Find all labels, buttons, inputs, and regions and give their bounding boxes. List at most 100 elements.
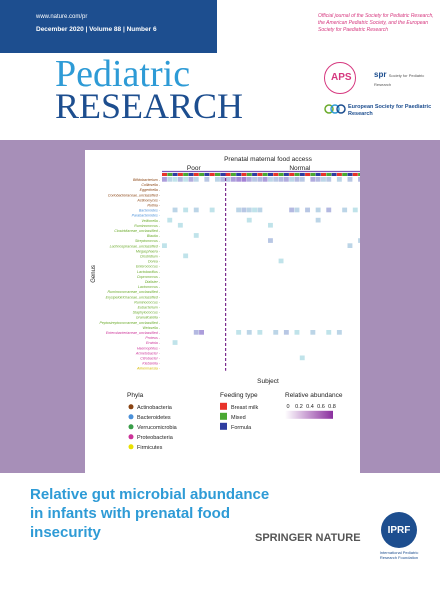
feeding-bar xyxy=(262,173,268,176)
cover-figure: Prenatal maternal food access Poor Normal B… xyxy=(85,150,374,473)
heatmap-cell xyxy=(241,177,247,182)
issue-info: December 2020 | Volume 88 | Number 6 xyxy=(36,26,157,33)
heatmap-cell xyxy=(326,177,332,182)
heatmap-cell xyxy=(172,207,178,213)
genus-label: Bifidobacterium - xyxy=(133,178,161,182)
feeding-bar xyxy=(321,173,326,176)
feeding-bar xyxy=(305,173,311,176)
x-axis-label: Subject xyxy=(257,378,279,385)
genus-label: Erysipelotrichaceae_unclassified - xyxy=(106,295,161,299)
feeding-bar xyxy=(183,173,189,176)
heatmap-cell xyxy=(162,243,167,248)
group-label: Poor xyxy=(187,165,202,172)
heatmap-cell xyxy=(315,207,321,213)
feeding-bar xyxy=(352,173,358,176)
heatmap-cell xyxy=(289,177,295,182)
heatmap-cell xyxy=(347,177,353,182)
heatmap-cell xyxy=(299,177,305,182)
heatmap-cell xyxy=(230,177,236,182)
genus-label: Ruminococcaceae_unclassified - xyxy=(107,290,160,294)
legend-feeding-label: Formula xyxy=(231,425,252,431)
legend-abundance-title: Relative abundance xyxy=(285,392,343,399)
legend-abundance-tick: 0.6 xyxy=(317,404,325,410)
heatmap-cell xyxy=(310,330,316,335)
heatmap-cell xyxy=(183,253,189,259)
feeding-bar xyxy=(167,173,173,176)
legend-phyla-dot xyxy=(128,424,134,430)
heatmap-cell xyxy=(225,177,231,182)
heatmap-cell xyxy=(162,177,167,182)
heatmap-cell xyxy=(204,177,210,182)
heatmap-cell xyxy=(262,177,268,182)
genus-label: Ruminococcus - xyxy=(134,300,161,304)
heatmap-cell xyxy=(188,177,194,182)
genus-label: Ruminococcus - xyxy=(134,224,161,228)
feeding-bar xyxy=(347,173,353,176)
feeding-bar xyxy=(273,173,279,176)
heatmap-cell xyxy=(283,177,289,182)
genus-label: Enterococcus - xyxy=(136,265,161,269)
heatmap-cell xyxy=(172,340,178,345)
feeding-bar xyxy=(252,173,258,176)
legend-feeding-label: Mixed xyxy=(231,415,246,421)
feeding-bar xyxy=(278,173,284,176)
chart-title: Prenatal maternal food access xyxy=(224,156,313,163)
legend-feeding-swatch xyxy=(220,422,227,430)
genus-label: Actinomyces - xyxy=(136,198,160,202)
heatmap-cell xyxy=(172,177,178,182)
heatmap-cell xyxy=(177,177,183,182)
heatmap-cell xyxy=(236,207,242,213)
legend-abundance-tick: 0.4 xyxy=(306,404,314,410)
feeding-bar xyxy=(225,173,231,176)
legend-abundance-bar xyxy=(285,410,333,419)
spr-logo: spr Society for Pediatric Research xyxy=(374,70,425,87)
heatmap-cell xyxy=(209,207,215,213)
heatmap-cell xyxy=(177,222,183,228)
journal-url[interactable]: www.nature.com/pr xyxy=(36,14,88,20)
heatmap-cell xyxy=(342,207,348,213)
feeding-bar xyxy=(289,173,295,176)
iprf-logo: IPRF International Pediatric Research Fo… xyxy=(373,512,425,560)
heatmap-cell xyxy=(278,258,284,264)
genus-label: Acinetobacter - xyxy=(135,351,161,355)
feeding-bar xyxy=(336,173,342,176)
feeding-bar xyxy=(241,173,247,176)
legend-abundance-tick: 0.2 xyxy=(295,404,303,410)
heatmap-cell xyxy=(252,207,257,213)
feeding-bar xyxy=(220,173,226,176)
genus-label: Eubacterium - xyxy=(138,306,161,310)
feeding-bar xyxy=(209,173,215,176)
genus-label: Bacteroides - xyxy=(139,209,161,213)
group-label: Normal xyxy=(289,165,311,172)
genus-label: Parabacteroides - xyxy=(132,214,161,218)
genus-label: Klebsiella - xyxy=(142,362,160,366)
feeding-bar xyxy=(358,173,364,176)
heatmap-cell xyxy=(167,177,173,182)
genus-label: Coriobacteriaceae_unclassified - xyxy=(108,193,161,197)
heatmap-cell xyxy=(167,217,173,223)
heatmap-cell xyxy=(246,207,252,213)
feeding-bar xyxy=(326,173,332,176)
genus-label: Clostridiaceae_unclassified - xyxy=(114,229,161,233)
genus-label: Eggerthella - xyxy=(140,188,161,192)
genus-label: Haemophilus - xyxy=(137,346,161,350)
genus-label: Blautia - xyxy=(147,234,161,238)
legend-phyla-dot xyxy=(128,404,134,410)
heatmap-cell xyxy=(252,177,257,182)
genus-label: Peptostreptococcaceae_unclassified - xyxy=(99,321,160,325)
heatmap-cell xyxy=(321,177,326,182)
heatmap-cell xyxy=(294,207,300,213)
heatmap-cell xyxy=(193,177,199,182)
heatmap-cell xyxy=(294,177,300,182)
feeding-bar xyxy=(199,173,205,176)
heatmap-cell xyxy=(257,330,263,335)
genus-label: Dialister - xyxy=(145,280,161,284)
heatmap-cell xyxy=(305,207,310,213)
feeding-bar xyxy=(342,173,348,176)
heatmap-cell xyxy=(336,330,342,335)
genus-label: Lactobacillus - xyxy=(137,270,161,274)
publisher-logo: SPRINGER NATURE xyxy=(255,532,361,544)
legend-phyla-label: Firmicutes xyxy=(137,445,163,451)
legend-feeding-swatch xyxy=(220,412,227,420)
legend-abundance-tick: 0 xyxy=(286,404,289,410)
